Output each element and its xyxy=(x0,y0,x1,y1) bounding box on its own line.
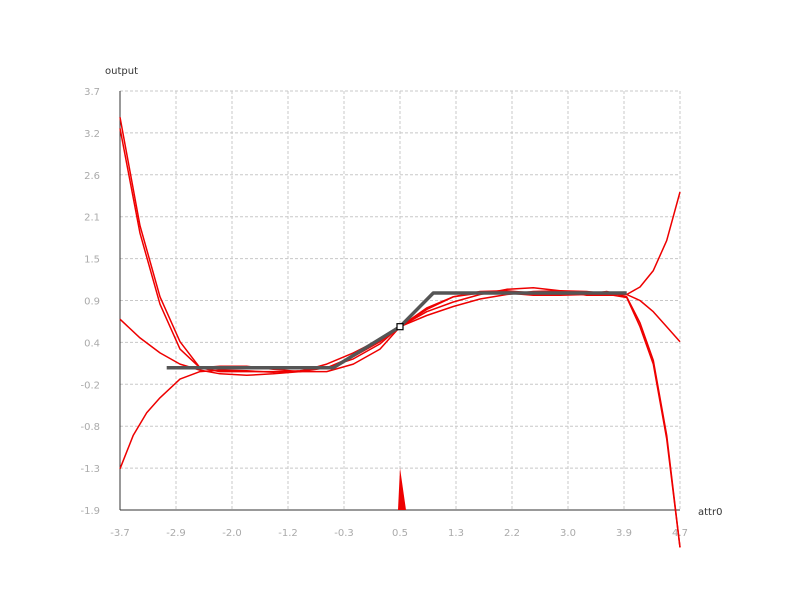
grid xyxy=(120,90,681,510)
y-tick-label: -1.3 xyxy=(80,464,100,475)
x-tick-label: 3.0 xyxy=(560,528,576,539)
x-tick-label: -0.3 xyxy=(334,528,354,539)
y-tick-label: 2.6 xyxy=(84,171,100,182)
x-tick-label: -2.9 xyxy=(166,528,186,539)
x-tick-label: 0.5 xyxy=(392,528,408,539)
x-tick-label: 2.2 xyxy=(504,528,520,539)
y-tick-label: 0.4 xyxy=(84,338,100,349)
selected-point-marker xyxy=(396,323,404,331)
y-tick-label: 0.9 xyxy=(84,297,100,308)
x-tick-label: 1.3 xyxy=(448,528,464,539)
marker-layer xyxy=(396,323,406,510)
y-tick-label: 1.5 xyxy=(84,255,100,266)
y-tick-label: -0.2 xyxy=(80,380,100,391)
selected-point-spike xyxy=(398,468,406,510)
x-tick-label: -3.7 xyxy=(110,528,130,539)
y-tick-label: -1.9 xyxy=(80,506,100,517)
target-function-line xyxy=(166,291,627,370)
y-tick-label: -0.8 xyxy=(80,422,100,433)
target-layer xyxy=(166,291,627,370)
y-tick-label: 3.2 xyxy=(84,129,100,140)
x-tick-label: 4.7 xyxy=(672,528,688,539)
x-tick-label: 3.9 xyxy=(616,528,632,539)
x-axis-label: attr0 xyxy=(698,507,722,518)
y-axis-label: output xyxy=(105,66,138,77)
x-tick-label: -2.0 xyxy=(222,528,242,539)
tick-labels: -3.7 -2.9 -2.0 -1.2 -0.3 0.5 1.3 2.2 3.0 3.9 4.7 3.… xyxy=(80,87,687,539)
x-tick-label: -1.2 xyxy=(278,528,298,539)
y-tick-label: 2.1 xyxy=(84,213,100,224)
y-tick-label: 3.7 xyxy=(84,87,100,98)
